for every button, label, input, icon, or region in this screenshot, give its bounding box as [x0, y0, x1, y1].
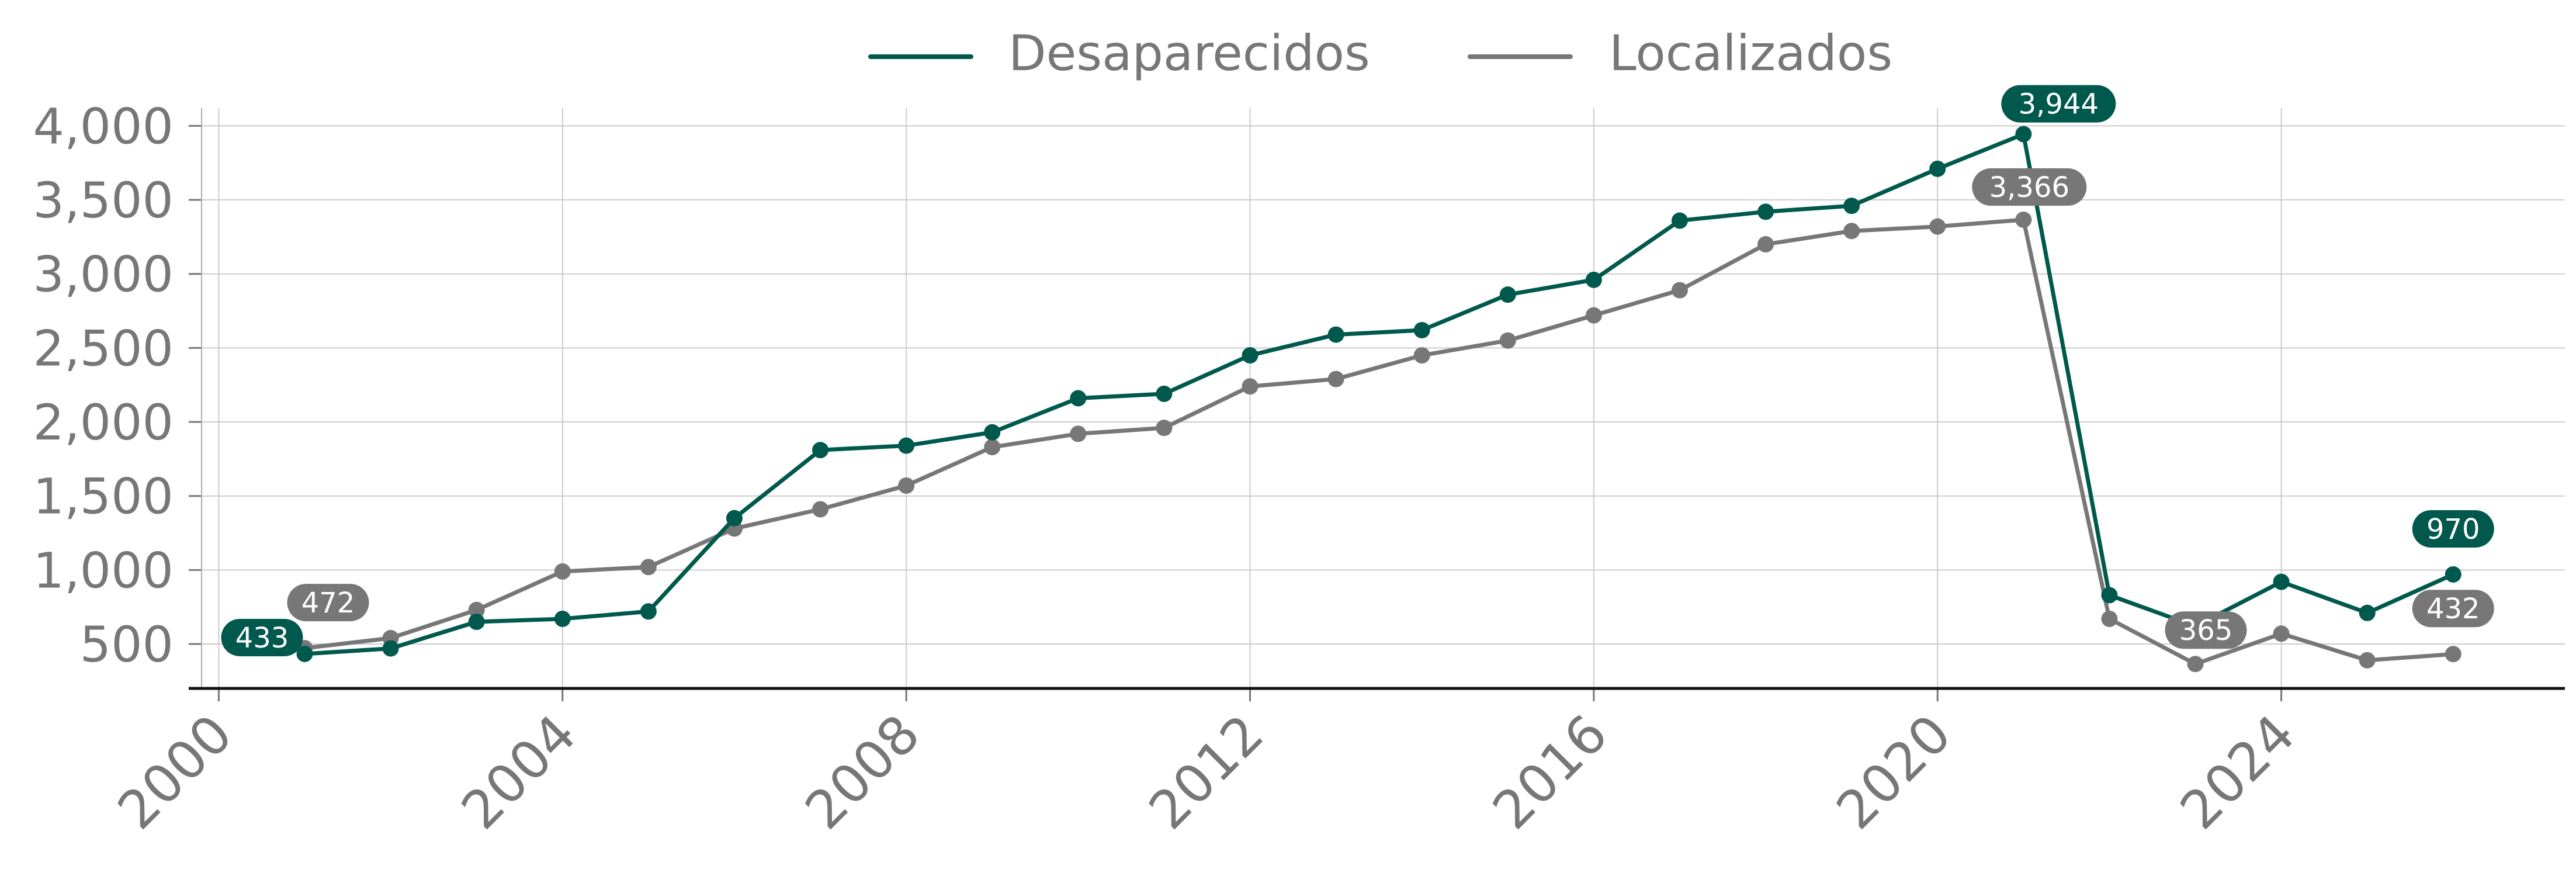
data-label: 3,366 — [1972, 168, 2087, 206]
y-tick-label: 1,000 — [33, 542, 174, 599]
x-tick-label: 2024 — [2169, 703, 2307, 841]
data-label: 3,944 — [2001, 85, 2116, 123]
data-label: 472 — [287, 584, 369, 622]
data-point-localizados — [1156, 420, 1173, 437]
x-tick-label: 2008 — [793, 703, 931, 841]
data-point-localizados — [1327, 371, 1344, 387]
data-point-localizados — [468, 601, 485, 618]
data-point-desaparecidos — [812, 442, 829, 459]
data-point-localizados — [1757, 236, 1774, 253]
data-point-localizados — [1671, 282, 1688, 299]
data-point-localizados — [640, 559, 657, 576]
data-label: 433 — [221, 618, 303, 656]
data-label-pill — [2412, 590, 2494, 628]
data-label-text: 3,366 — [1989, 171, 2069, 204]
x-tick-label: 2000 — [106, 703, 244, 841]
data-point-desaparecidos — [726, 510, 743, 527]
data-point-desaparecidos — [1843, 198, 1860, 214]
data-label-pill — [287, 584, 369, 622]
data-point-localizados — [2273, 625, 2290, 642]
data-point-localizados — [1413, 347, 1430, 364]
data-point-desaparecidos — [1757, 203, 1774, 220]
legend-label-localizados: Localizados — [1609, 25, 1892, 82]
data-point-localizados — [984, 439, 1001, 456]
data-label-layer: 433 472 3,944 3,366 365 970 432 — [221, 85, 2494, 656]
data-label-text: 472 — [301, 587, 355, 619]
data-point-desaparecidos — [468, 614, 485, 631]
y-tick-label: 2,000 — [33, 394, 174, 451]
data-point-desaparecidos — [2273, 573, 2290, 590]
y-tick-label: 3,500 — [33, 172, 174, 229]
y-tick-label: 1,500 — [33, 468, 174, 525]
data-label-pill — [1972, 168, 2087, 206]
grid — [202, 108, 2565, 688]
data-label-text: 433 — [235, 622, 289, 655]
data-point-desaparecidos — [2015, 126, 2032, 143]
series-line-desaparecidos — [303, 132, 2456, 656]
data-label: 365 — [2165, 611, 2247, 649]
x-tick-label: 2012 — [1138, 703, 1275, 841]
data-point-desaparecidos — [1327, 326, 1344, 343]
data-label-pill — [2165, 611, 2247, 649]
x-tick-label: 2004 — [450, 703, 588, 841]
data-point-localizados — [898, 477, 915, 494]
data-point-desaparecidos — [640, 603, 657, 620]
x-tick-label: 2016 — [1481, 703, 1619, 841]
data-label: 970 — [2412, 510, 2494, 548]
data-point-localizados — [1843, 223, 1860, 240]
data-label-text: 970 — [2426, 513, 2480, 546]
data-point-localizados — [2101, 610, 2118, 627]
data-point-desaparecidos — [1156, 385, 1173, 402]
y-tick-label: 500 — [80, 616, 174, 673]
data-label-text: 365 — [2179, 614, 2233, 647]
data-point-localizados — [2187, 656, 2204, 673]
data-point-localizados — [1242, 378, 1258, 395]
data-point-desaparecidos — [1585, 271, 1602, 288]
data-point-localizados — [1585, 307, 1602, 324]
x-tick-label: 2020 — [1825, 703, 1963, 841]
data-point-desaparecidos — [2101, 587, 2118, 604]
data-point-desaparecidos — [554, 610, 571, 627]
data-point-desaparecidos — [1671, 212, 1688, 229]
data-point-desaparecidos — [1070, 390, 1087, 407]
data-label-pill — [2001, 85, 2116, 123]
data-point-localizados — [1499, 332, 1516, 349]
data-point-desaparecidos — [2359, 604, 2376, 621]
data-point-localizados — [2359, 652, 2376, 669]
legend: Desaparecidos Localizados — [868, 25, 1892, 82]
y-tick-label: 3,000 — [33, 246, 174, 303]
data-point-localizados — [1070, 425, 1087, 442]
data-label-pill — [221, 618, 303, 656]
data-point-localizados — [812, 501, 829, 518]
data-point-localizados — [554, 563, 571, 580]
data-point-desaparecidos — [984, 424, 1001, 441]
data-label-text: 3,944 — [2019, 88, 2099, 121]
data-label: 432 — [2412, 590, 2494, 628]
data-point-desaparecidos — [2445, 566, 2461, 583]
y-tick-label: 2,500 — [33, 320, 174, 377]
data-point-desaparecidos — [1413, 321, 1430, 338]
data-point-desaparecidos — [296, 645, 313, 662]
data-point-localizados — [1929, 218, 1946, 235]
series-layer — [296, 126, 2461, 673]
axes: 500 1,000 1,500 2,000 2,500 3,000 3,500 4,000 20… — [33, 98, 2565, 842]
y-tick-label: 4,000 — [33, 98, 174, 155]
data-label-text: 432 — [2426, 593, 2480, 625]
data-point-desaparecidos — [1242, 347, 1258, 364]
data-point-desaparecidos — [898, 437, 915, 454]
data-point-desaparecidos — [1499, 286, 1516, 303]
data-point-desaparecidos — [382, 640, 399, 657]
legend-label-desaparecidos: Desaparecidos — [1008, 25, 1370, 82]
data-point-localizados — [2015, 212, 2032, 228]
series-line-localizados — [303, 217, 2456, 666]
data-point-localizados — [2445, 646, 2461, 663]
data-point-desaparecidos — [1929, 160, 1946, 177]
data-label-pill — [2412, 510, 2494, 548]
